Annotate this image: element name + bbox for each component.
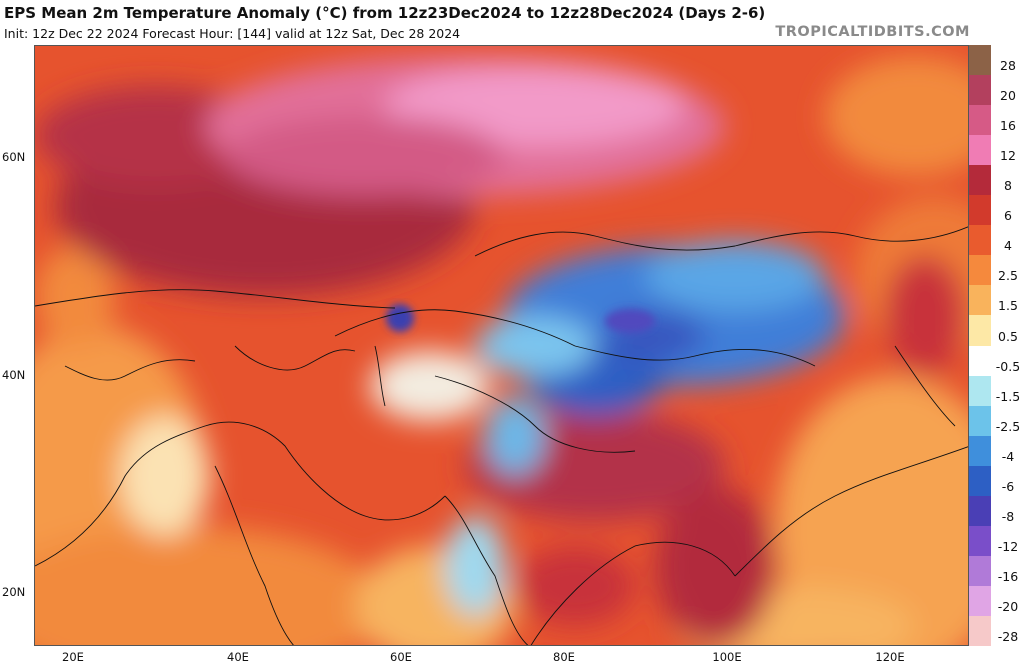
colorbar-label: -20 — [997, 599, 1019, 614]
brand-watermark: TROPICALTIDBITS.COM — [775, 24, 970, 40]
colorbar-swatch — [969, 526, 991, 556]
colorbar-label: 12 — [1000, 148, 1016, 163]
colorbar-label: -0.5 — [995, 359, 1021, 374]
colorbar-swatch — [969, 436, 991, 466]
colorbar-swatch — [969, 285, 991, 315]
colorbar-swatch — [969, 45, 991, 75]
colorbar-label: -1.5 — [995, 389, 1021, 404]
colorbar-label: -16 — [997, 569, 1019, 584]
colorbar-swatch — [969, 376, 991, 406]
colorbar-swatch — [969, 406, 991, 436]
colorbar-label: -6 — [1001, 479, 1015, 494]
latitude-label: 60N — [2, 150, 26, 164]
longitude-label: 80E — [553, 650, 575, 664]
colorbar-swatch — [969, 255, 991, 285]
longitude-label: 120E — [875, 650, 905, 664]
colorbar-label: -28 — [997, 629, 1019, 644]
colorbar-swatch — [969, 496, 991, 526]
colorbar-swatch — [969, 346, 991, 376]
longitude-label: 60E — [390, 650, 412, 664]
colorbar-swatch — [969, 135, 991, 165]
colorbar-label: -4 — [1001, 449, 1015, 464]
colorbar-label: -12 — [997, 539, 1019, 554]
colorbar-label: 8 — [1004, 178, 1012, 193]
colorbar-swatch — [969, 315, 991, 346]
country-borders — [35, 226, 968, 645]
map-subtitle: Init: 12z Dec 22 2024 Forecast Hour: [14… — [4, 26, 461, 41]
colorbar-swatch — [969, 466, 991, 496]
colorbar-swatch — [969, 616, 991, 646]
colorbar-label: 16 — [1000, 118, 1016, 133]
colorbar-swatch — [969, 586, 991, 616]
colorbar-swatch — [969, 225, 991, 255]
colorbar-swatch — [969, 105, 991, 135]
cold-core — [386, 304, 655, 333]
colorbar-label: 6 — [1004, 208, 1012, 223]
longitude-label: 100E — [712, 650, 742, 664]
longitude-label: 20E — [62, 650, 84, 664]
latitude-label: 20N — [2, 585, 26, 599]
colorbar-legend: 28 20 16 12 8 6 4 2.5 1.5 0.5 -0.5 -1.5 -2.5 -4 -6 -8 -1… — [969, 45, 1024, 646]
colorbar-label: 4 — [1004, 238, 1012, 253]
colorbar-swatch — [969, 75, 991, 105]
temperature-anomaly-map — [34, 45, 969, 646]
map-canvas — [35, 46, 968, 645]
map-title: EPS Mean 2m Temperature Anomaly (°C) fro… — [4, 4, 766, 22]
colorbar-swatch — [969, 556, 991, 586]
longitude-label: 40E — [227, 650, 249, 664]
colorbar-label: 1.5 — [998, 298, 1018, 313]
latitude-label: 40N — [2, 368, 26, 382]
colorbar-label: 28 — [1000, 58, 1016, 73]
colorbar-label: 20 — [1000, 88, 1016, 103]
colorbar-swatch — [969, 195, 991, 225]
colorbar-swatch — [969, 165, 991, 195]
colorbar-label: -8 — [1001, 509, 1015, 524]
colorbar-label: 2.5 — [998, 268, 1018, 283]
colorbar-label: 0.5 — [998, 328, 1018, 344]
colorbar-label: -2.5 — [995, 419, 1021, 434]
